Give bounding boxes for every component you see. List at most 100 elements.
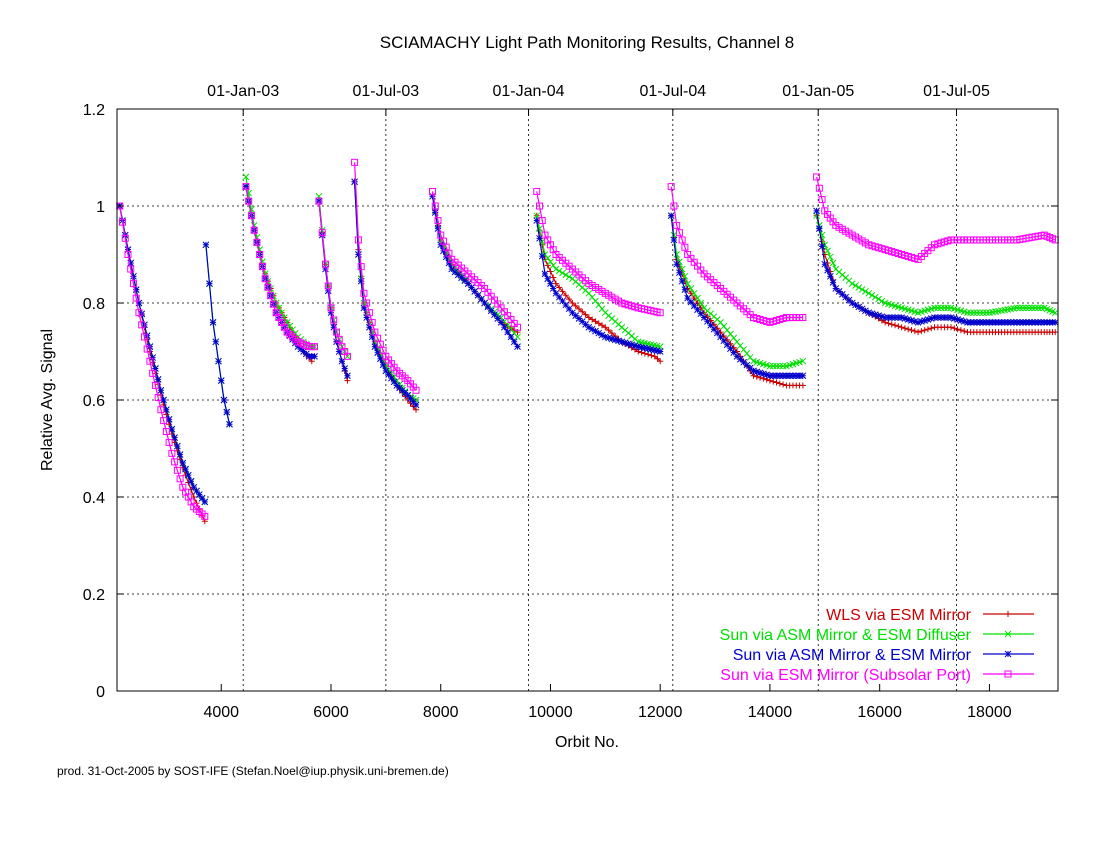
x-tick-label: 10000 (528, 704, 573, 721)
x-tick-label: 12000 (638, 704, 683, 721)
data-point (678, 236, 686, 244)
data-point (1034, 304, 1042, 312)
data-point (315, 197, 323, 205)
data-point (599, 322, 606, 329)
data-point (796, 372, 803, 380)
data-point (908, 327, 915, 334)
data-point (182, 465, 189, 473)
data-point (773, 362, 780, 370)
data-point (905, 326, 912, 333)
x-tick-label: 8000 (423, 704, 459, 721)
data-point (555, 267, 563, 275)
data-point (848, 280, 856, 287)
data-point (924, 316, 932, 323)
data-point (773, 379, 780, 386)
data-point (960, 318, 968, 325)
data-point (815, 225, 823, 232)
data-point (829, 279, 837, 286)
data-point (670, 236, 678, 244)
data-point (937, 314, 945, 321)
data-point (681, 272, 689, 280)
data-point (865, 309, 873, 317)
top-tick-label: 01-Jan-04 (492, 83, 564, 100)
data-point (504, 328, 512, 336)
data-point (162, 428, 170, 436)
data-point (258, 263, 266, 271)
data-point (171, 458, 179, 466)
data-point (1031, 319, 1039, 326)
data-point (547, 258, 554, 266)
series-plus (116, 178, 1059, 525)
data-point (1004, 650, 1012, 658)
data-point (431, 209, 439, 216)
data-point (868, 310, 876, 318)
data-point (901, 325, 908, 332)
data-point (941, 314, 948, 321)
data-point (1016, 304, 1024, 312)
data-point (776, 380, 783, 387)
data-point (845, 296, 853, 304)
data-point (1022, 319, 1030, 326)
data-point (445, 259, 453, 267)
data-point (138, 321, 146, 329)
data-point (160, 396, 167, 404)
data-point (318, 229, 326, 237)
data-point (717, 333, 724, 341)
series-line (245, 186, 315, 348)
x-tick-label: 6000 (313, 704, 349, 721)
data-point (998, 319, 1005, 326)
data-point (582, 320, 589, 328)
data-point (690, 302, 698, 310)
data-point (168, 425, 176, 433)
data-point (585, 314, 592, 321)
data-point (212, 338, 220, 346)
data-point (184, 471, 192, 479)
data-point (743, 361, 751, 369)
data-point (779, 362, 787, 370)
data-point (330, 316, 338, 324)
data-point (760, 370, 767, 378)
data-point (363, 314, 371, 321)
data-point (957, 317, 965, 324)
data-point (324, 287, 332, 295)
data-point (673, 260, 681, 268)
data-point (514, 333, 521, 341)
data-point (491, 311, 498, 318)
data-point (924, 326, 931, 333)
data-point (1037, 304, 1045, 312)
data-point (799, 382, 806, 389)
legend-label: Sun via ASM Mirror & ESM Diffuser (720, 627, 972, 644)
data-point (934, 314, 942, 321)
data-point (152, 365, 159, 372)
data-point (1037, 319, 1045, 326)
x-tick-label: 16000 (857, 704, 902, 721)
data-point (773, 372, 780, 380)
data-point (888, 314, 896, 321)
data-point (871, 293, 879, 301)
data-point (644, 345, 652, 353)
data-point (454, 271, 462, 279)
data-point (720, 337, 728, 345)
data-point (753, 368, 761, 376)
data-point (379, 361, 387, 369)
data-point (124, 246, 132, 254)
data-point (382, 367, 390, 375)
y-tick-label: 0 (96, 684, 105, 701)
data-point (621, 339, 629, 347)
data-point (786, 372, 794, 380)
data-point (385, 371, 392, 378)
data-point (961, 328, 968, 335)
data-point (132, 294, 140, 302)
data-point (176, 451, 184, 458)
data-point (1005, 611, 1011, 617)
data-point (982, 319, 990, 326)
data-point (487, 307, 495, 315)
data-point (550, 274, 557, 281)
data-point (387, 374, 395, 382)
data-point (209, 319, 217, 326)
data-point (746, 364, 754, 372)
data-point (474, 291, 482, 299)
data-point (344, 372, 351, 380)
data-point (918, 318, 925, 325)
data-point (497, 319, 505, 326)
